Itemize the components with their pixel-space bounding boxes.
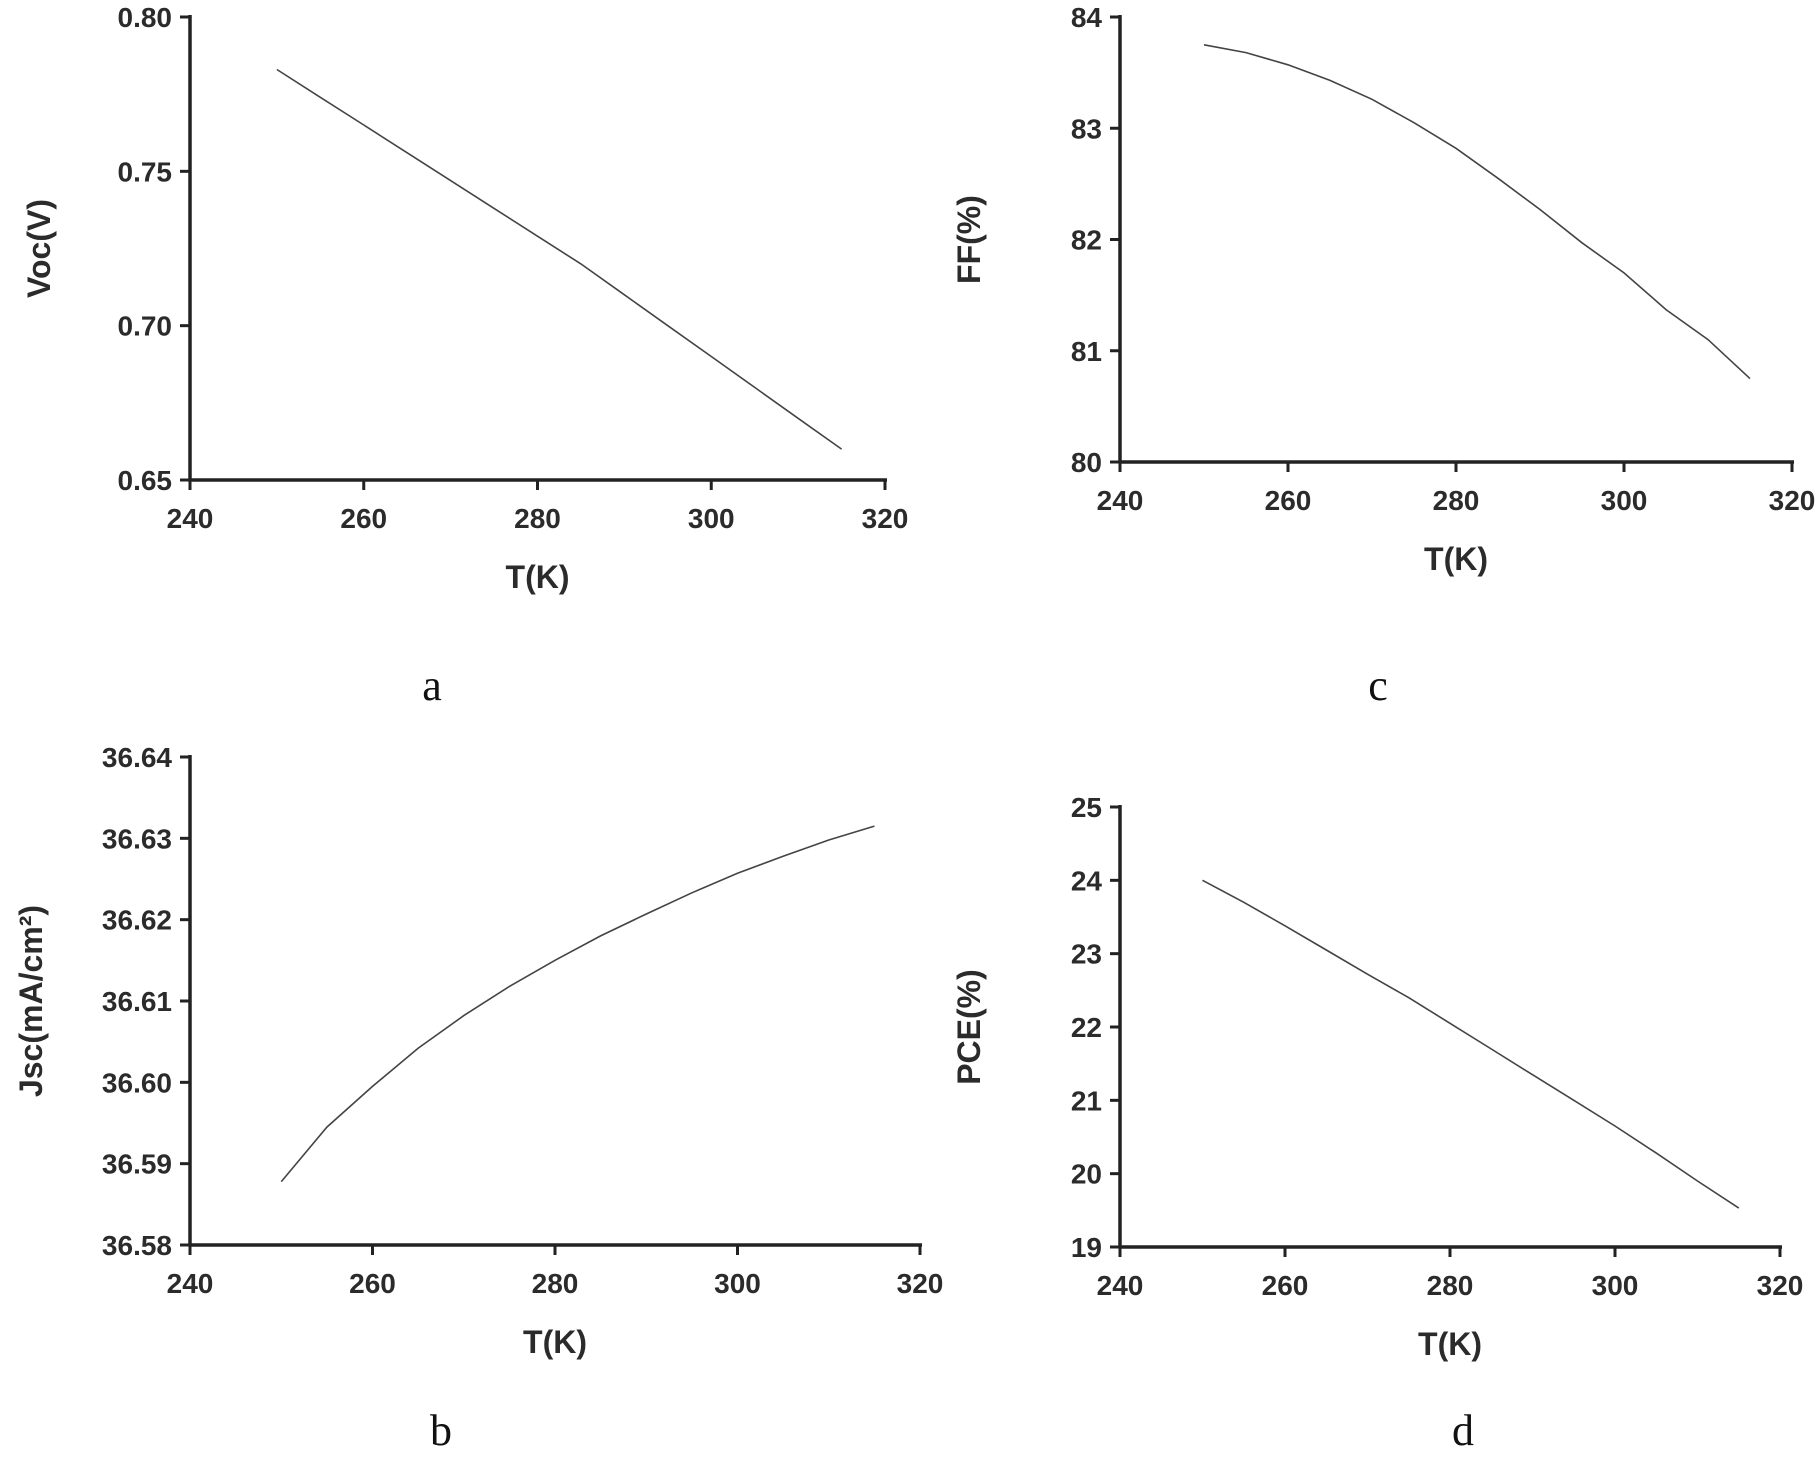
panel-label-d: d bbox=[1452, 1406, 1474, 1455]
x-tick-label: 280 bbox=[1433, 485, 1480, 516]
y-tick-label: 36.60 bbox=[102, 1067, 172, 1098]
panel-label-a: a bbox=[422, 661, 442, 710]
y-tick-label: 36.63 bbox=[102, 823, 172, 854]
y-tick-label: 0.80 bbox=[118, 2, 173, 33]
x-axis-title: T(K) bbox=[1418, 1326, 1482, 1362]
x-tick-label: 240 bbox=[167, 1268, 214, 1299]
series-line-b bbox=[280, 825, 875, 1183]
y-tick-label: 81 bbox=[1071, 336, 1102, 367]
y-tick-label: 22 bbox=[1071, 1012, 1102, 1043]
x-axis-title: T(K) bbox=[523, 1324, 587, 1360]
y-tick-label: 23 bbox=[1071, 939, 1102, 970]
x-axis-title: T(K) bbox=[1424, 541, 1488, 577]
y-axis-title: Voc(V) bbox=[21, 199, 57, 298]
x-tick-label: 260 bbox=[349, 1268, 396, 1299]
x-tick-label: 300 bbox=[1601, 485, 1648, 516]
x-tick-label: 280 bbox=[1427, 1270, 1474, 1301]
chart-panel-b: 240 260 280 300 320 36.58 36.59 36.60 36.61 36.62… bbox=[13, 742, 943, 1455]
series-line-a bbox=[276, 68, 843, 450]
panel-label-c: c bbox=[1368, 661, 1388, 710]
y-tick-label: 0.65 bbox=[118, 465, 173, 496]
y-tick-label: 83 bbox=[1071, 113, 1102, 144]
y-tick-label: 36.58 bbox=[102, 1230, 172, 1261]
y-tick-label: 36.62 bbox=[102, 905, 172, 936]
y-tick-label: 36.61 bbox=[102, 986, 172, 1017]
x-tick-label: 320 bbox=[1757, 1270, 1804, 1301]
x-tick-label: 280 bbox=[532, 1268, 579, 1299]
x-tick-label: 260 bbox=[1265, 485, 1312, 516]
x-axis-title: T(K) bbox=[506, 559, 570, 595]
x-tick-label: 300 bbox=[714, 1268, 761, 1299]
y-tick-label: 21 bbox=[1071, 1085, 1102, 1116]
y-tick-label: 36.64 bbox=[102, 742, 172, 773]
x-tick-label: 240 bbox=[167, 503, 214, 534]
y-tick-label: 84 bbox=[1071, 2, 1103, 33]
y-tick-label: 0.70 bbox=[118, 311, 173, 342]
y-tick-label: 19 bbox=[1071, 1232, 1102, 1263]
y-axis-title: Jsc(mA/cm²) bbox=[13, 905, 49, 1097]
x-tick-label: 280 bbox=[514, 503, 561, 534]
x-tick-label: 240 bbox=[1097, 1270, 1144, 1301]
y-tick-label: 24 bbox=[1071, 865, 1103, 896]
series-line-d bbox=[1202, 879, 1740, 1209]
y-tick-label: 80 bbox=[1071, 447, 1102, 478]
x-tick-label: 320 bbox=[897, 1268, 944, 1299]
y-tick-label: 0.75 bbox=[118, 156, 173, 187]
x-tick-label: 320 bbox=[862, 503, 909, 534]
x-tick-label: 260 bbox=[340, 503, 387, 534]
chart-panel-c: 240 260 280 300 320 80 81 82 83 84 T(K) FF(%) c bbox=[951, 2, 1815, 710]
x-tick-label: 240 bbox=[1097, 485, 1144, 516]
x-tick-label: 320 bbox=[1769, 485, 1816, 516]
chart-panel-a: 240 260 280 300 320 0.65 0.70 0.75 0.80 T(K) Voc(V… bbox=[21, 2, 908, 710]
y-tick-label: 25 bbox=[1071, 792, 1102, 823]
y-axis-title: PCE(%) bbox=[951, 969, 987, 1085]
x-tick-label: 260 bbox=[1262, 1270, 1309, 1301]
series-line-c bbox=[1203, 44, 1751, 380]
chart-panel-d: 240 260 280 300 320 19 20 21 22 23 24 25 T(K) PCE(%) d bbox=[951, 792, 1803, 1455]
y-tick-label: 82 bbox=[1071, 225, 1102, 256]
x-tick-label: 300 bbox=[688, 503, 735, 534]
panel-label-b: b bbox=[430, 1406, 452, 1455]
y-tick-label: 36.59 bbox=[102, 1149, 172, 1180]
y-tick-label: 20 bbox=[1071, 1159, 1102, 1190]
y-axis-title: FF(%) bbox=[951, 195, 987, 284]
x-tick-label: 300 bbox=[1592, 1270, 1639, 1301]
